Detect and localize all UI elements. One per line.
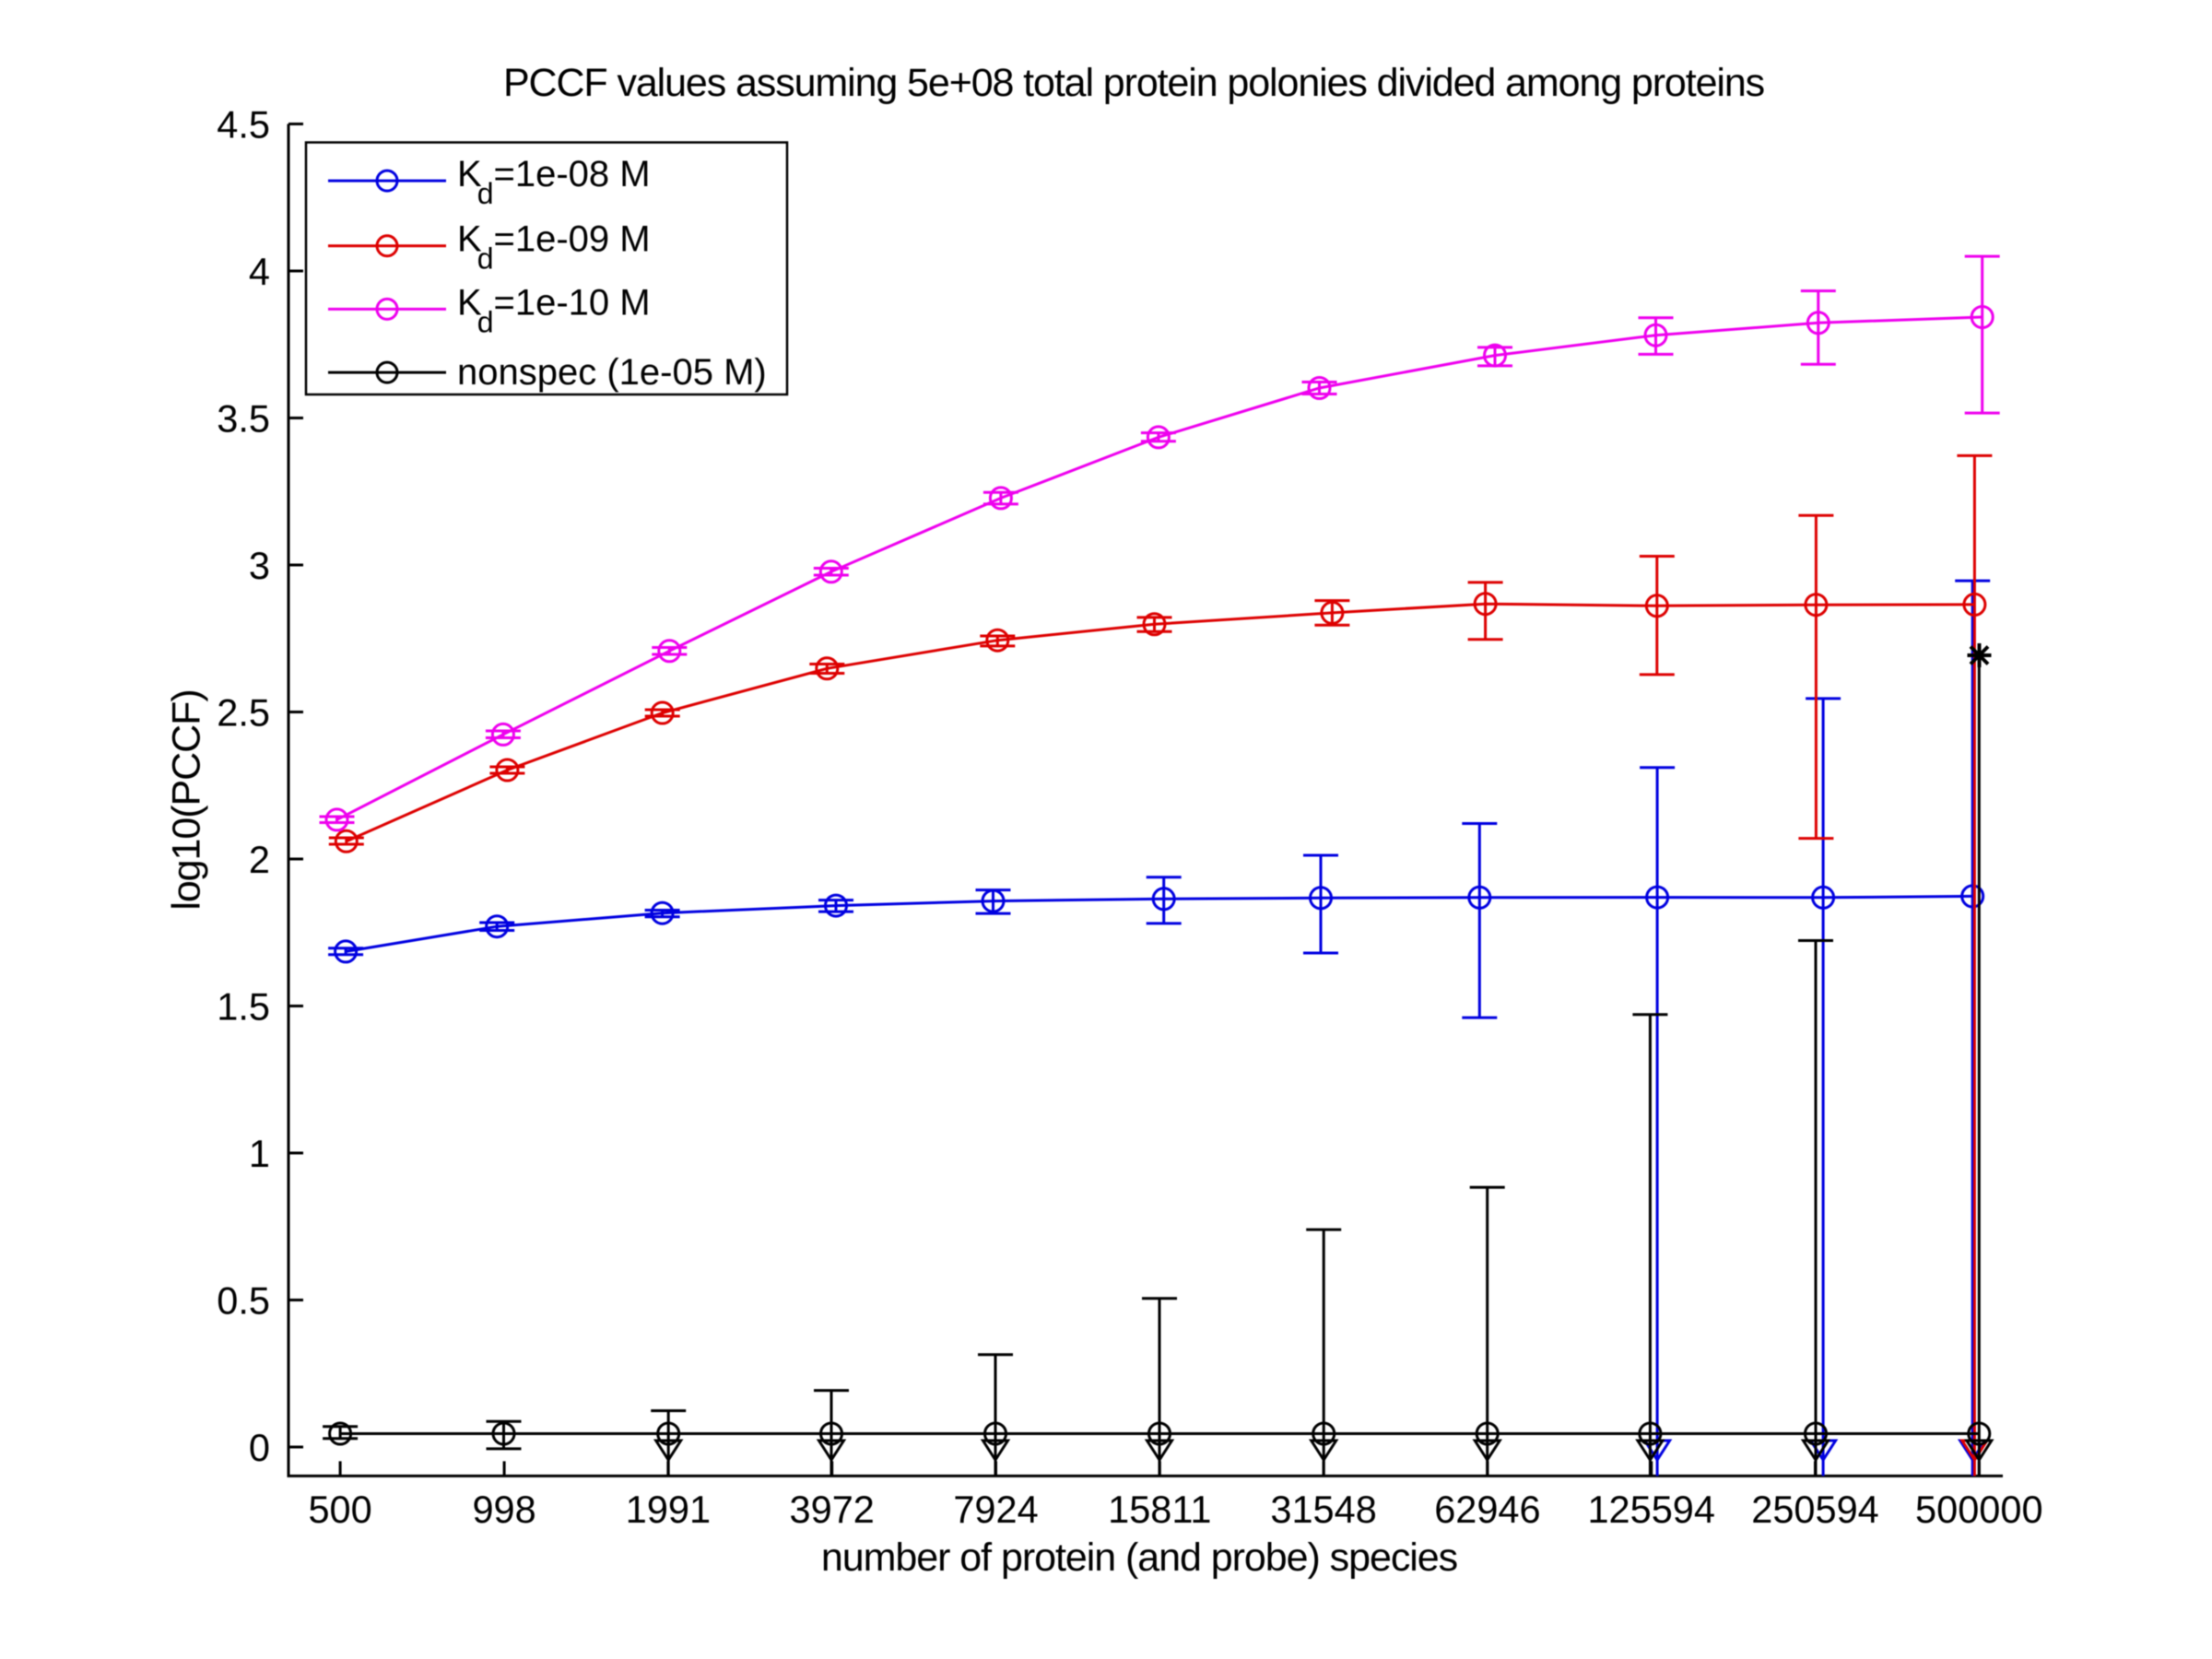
svg-text:1.5: 1.5 <box>217 985 270 1029</box>
svg-text:4.5: 4.5 <box>217 103 270 147</box>
svg-text:1: 1 <box>249 1132 270 1175</box>
svg-text:62946: 62946 <box>1434 1488 1540 1531</box>
svg-text:2.5: 2.5 <box>217 691 270 735</box>
svg-text:PCCF values assuming 5e+08 tot: PCCF values assuming 5e+08 total protein… <box>503 61 1764 105</box>
svg-text:0: 0 <box>249 1426 270 1469</box>
svg-text:3972: 3972 <box>790 1488 875 1531</box>
svg-text:4: 4 <box>249 250 270 293</box>
svg-text:nonspec (1e-05 M): nonspec (1e-05 M) <box>457 352 767 393</box>
svg-text:500000: 500000 <box>1915 1488 2042 1531</box>
svg-text:number of protein (and probe): number of protein (and probe) species <box>821 1535 1457 1580</box>
svg-text:250594: 250594 <box>1751 1488 1878 1531</box>
svg-text:31548: 31548 <box>1270 1488 1376 1531</box>
svg-text:1991: 1991 <box>626 1488 711 1531</box>
svg-text:3: 3 <box>249 544 270 587</box>
svg-text:7924: 7924 <box>953 1488 1038 1531</box>
svg-text:log10(PCCF): log10(PCCF) <box>165 689 209 910</box>
svg-text:500: 500 <box>308 1488 371 1531</box>
svg-text:15811: 15811 <box>1108 1488 1211 1531</box>
svg-text:3.5: 3.5 <box>217 397 270 441</box>
svg-text:125594: 125594 <box>1587 1488 1714 1531</box>
svg-text:998: 998 <box>472 1488 535 1531</box>
svg-text:0.5: 0.5 <box>217 1279 270 1323</box>
svg-text:2: 2 <box>249 838 270 881</box>
